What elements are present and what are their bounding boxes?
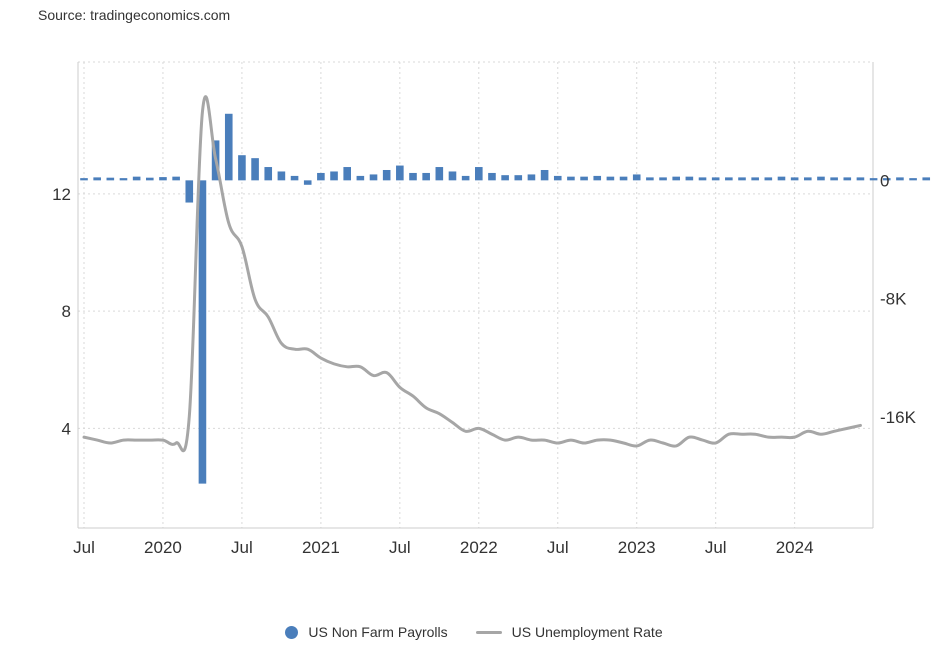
payrolls-bar[interactable] [725, 177, 733, 181]
payrolls-bar[interactable] [343, 167, 351, 181]
payrolls-bar[interactable] [777, 176, 786, 181]
payrolls-bar[interactable] [593, 175, 602, 181]
payrolls-bar[interactable] [80, 178, 88, 181]
x-tick-label: Jul [231, 538, 253, 557]
legend-payrolls-label: US Non Farm Payrolls [308, 624, 448, 640]
payrolls-bar[interactable] [711, 177, 720, 181]
legend-payrolls-swatch [285, 625, 299, 639]
payrolls-bar[interactable] [646, 177, 654, 181]
payrolls-bar[interactable] [869, 178, 878, 181]
payrolls-bar[interactable] [435, 167, 444, 181]
payrolls-bar[interactable] [567, 176, 575, 181]
payrolls-bar[interactable] [264, 167, 273, 181]
payrolls-bar[interactable] [804, 177, 812, 181]
payrolls-bar[interactable] [461, 175, 470, 181]
payrolls-bar[interactable] [317, 172, 325, 181]
legend-unemployment-label: US Unemployment Rate [511, 624, 663, 640]
x-tick-label: 2024 [776, 538, 814, 557]
payrolls-bar[interactable] [540, 169, 549, 181]
unemployment-rate-line [82, 95, 862, 453]
payrolls-bar[interactable] [580, 176, 588, 181]
payrolls-bar[interactable] [356, 175, 365, 181]
grid [77, 61, 874, 529]
payrolls-bar[interactable] [93, 177, 101, 181]
payrolls-bar[interactable] [632, 174, 641, 181]
y-left-tick-label: 12 [52, 185, 71, 204]
payrolls-bar[interactable] [606, 176, 615, 181]
payrolls-bar[interactable] [909, 178, 917, 181]
payrolls-bar[interactable] [764, 177, 773, 181]
payrolls-bar[interactable] [738, 177, 746, 181]
x-tick-label: 2021 [302, 538, 340, 557]
x-tick-label: Jul [547, 538, 569, 557]
x-tick-label: 2023 [618, 538, 656, 557]
payrolls-bar[interactable] [409, 172, 417, 181]
payrolls-bar[interactable] [106, 177, 115, 181]
payrolls-bar[interactable] [659, 177, 667, 181]
payrolls-bar[interactable] [830, 177, 838, 181]
payrolls-bar[interactable] [751, 177, 759, 181]
payrolls-bar[interactable] [685, 176, 694, 181]
payrolls-bar[interactable] [369, 174, 378, 181]
legend-item-unemployment[interactable]: US Unemployment Rate [475, 624, 663, 640]
payrolls-bar[interactable] [553, 175, 562, 181]
payrolls-bar[interactable] [185, 180, 194, 203]
payrolls-bar[interactable] [132, 176, 141, 181]
payrolls-bar[interactable] [198, 180, 207, 484]
payrolls-bar[interactable] [672, 176, 680, 181]
axes: 4 8 12 -16K -8K 0 Jul 2020 Jul 2021 Jul 2022 Jul 2023… [52, 171, 916, 557]
y-right-tick-label: 0 [880, 171, 889, 190]
payrolls-bar[interactable] [303, 180, 312, 185]
payrolls-bar[interactable] [159, 177, 167, 181]
payrolls-bar[interactable] [172, 176, 180, 181]
payrolls-bar[interactable] [146, 177, 154, 181]
payrolls-bar[interactable] [698, 177, 707, 181]
payrolls-bar[interactable] [527, 174, 536, 181]
payrolls-bar[interactable] [922, 177, 931, 181]
chart-source: Source: tradingeconomics.com [38, 7, 231, 23]
y-left-tick-label: 4 [62, 419, 71, 438]
legend-item-payrolls[interactable]: US Non Farm Payrolls [285, 624, 448, 640]
x-tick-label: 2022 [460, 538, 498, 557]
payrolls-bar[interactable] [882, 178, 891, 181]
payrolls-bar[interactable] [422, 172, 430, 181]
x-tick-label: Jul [705, 538, 727, 557]
payrolls-bar[interactable] [843, 177, 852, 181]
payrolls-bar[interactable] [238, 155, 246, 181]
payrolls-bar[interactable] [448, 171, 457, 181]
y-right-tick-label: -8K [880, 290, 907, 309]
payrolls-bar[interactable] [119, 178, 128, 181]
payrolls-bar[interactable] [277, 171, 286, 181]
payrolls-bar[interactable] [382, 169, 391, 181]
payrolls-bar[interactable] [396, 165, 404, 181]
payrolls-bar[interactable] [290, 175, 299, 181]
payrolls-bar[interactable] [251, 158, 259, 181]
x-tick-label: Jul [73, 538, 95, 557]
y-left-tick-label: 8 [62, 302, 71, 321]
legend-unemployment-swatch [475, 630, 502, 634]
payrolls-bars [80, 113, 931, 484]
payrolls-bar[interactable] [817, 176, 825, 181]
y-right-tick-label: -16K [880, 408, 917, 427]
payrolls-bar[interactable] [790, 177, 799, 181]
payrolls-bar[interactable] [330, 171, 338, 181]
payrolls-bar[interactable] [501, 175, 509, 181]
legend: US Non Farm Payrolls US Unemployment Rat… [0, 624, 948, 640]
payrolls-bar[interactable] [619, 176, 628, 181]
x-tick-label: Jul [389, 538, 411, 557]
payrolls-bar[interactable] [514, 175, 523, 181]
payrolls-bar[interactable] [856, 177, 865, 181]
payrolls-bar[interactable] [224, 113, 233, 181]
payrolls-bar[interactable] [488, 172, 496, 181]
payrolls-bar[interactable] [896, 177, 904, 181]
payrolls-bar[interactable] [475, 167, 483, 181]
x-tick-label: 2020 [144, 538, 182, 557]
